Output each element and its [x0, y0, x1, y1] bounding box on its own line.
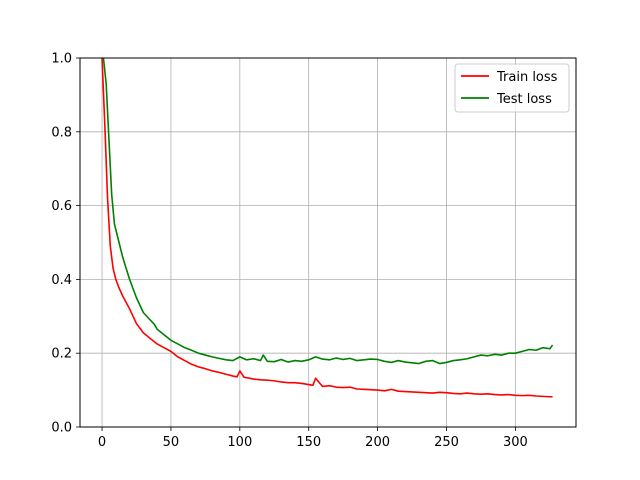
plot-frame [79, 57, 577, 428]
x-tick-label: 150 [296, 435, 321, 450]
y-tick-label: 1.0 [51, 52, 72, 67]
x-tick-label: 100 [227, 435, 252, 450]
x-tick-label: 250 [434, 435, 459, 450]
legend-label: Test loss [496, 92, 552, 107]
x-tick-label: 200 [365, 435, 390, 450]
y-tick-label: 0.2 [51, 347, 72, 362]
series-line-test-loss [102, 58, 554, 365]
legend-label: Train loss [496, 70, 558, 85]
legend: Train loss Test loss [454, 63, 570, 113]
series-line-train-loss [101, 58, 553, 398]
x-tick-label: 0 [98, 435, 106, 450]
axis-ticks: 0 50 100 150 200 250 300 0.0 0.2 0.4 0.6 0.8 1.0 [51, 52, 527, 451]
x-tick-label: 50 [163, 435, 180, 450]
y-tick-label: 0.0 [51, 421, 72, 436]
y-tick-label: 0.4 [51, 273, 72, 288]
y-tick-label: 0.6 [51, 199, 72, 214]
series-lines [101, 58, 554, 398]
y-tick-label: 0.8 [51, 125, 72, 140]
x-tick-label: 300 [503, 435, 528, 450]
